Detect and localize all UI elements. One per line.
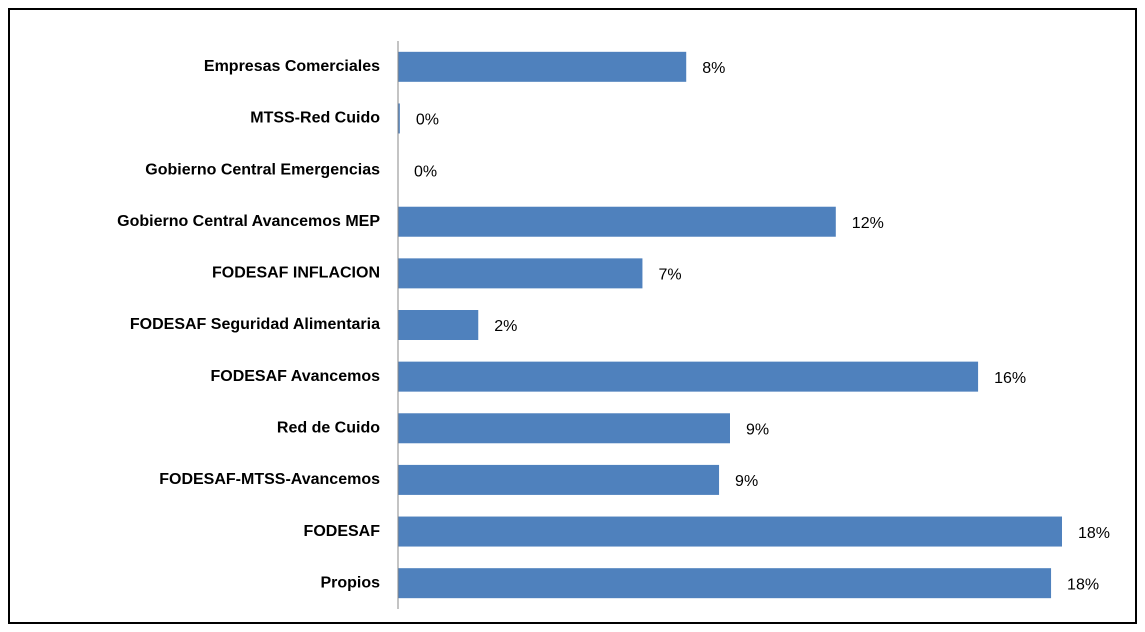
bar [398, 206, 836, 237]
value-label: 18% [1078, 525, 1110, 542]
value-label: 12% [852, 215, 884, 232]
value-label: 9% [735, 473, 758, 490]
bar [398, 310, 479, 340]
bar [398, 103, 400, 134]
bar [398, 51, 687, 82]
category-label: FODESAF Avancemos [210, 368, 380, 385]
category-label: FODESAF-MTSS-Avancemos [159, 471, 380, 488]
category-label: Empresas Comerciales [204, 58, 380, 75]
value-label: 16% [994, 370, 1026, 387]
category-label: MTSS-Red Cuido [250, 110, 380, 127]
value-label: 0% [416, 112, 439, 129]
value-label: 18% [1067, 576, 1099, 593]
bar [398, 464, 720, 495]
value-label: 7% [658, 267, 681, 284]
bar [398, 258, 643, 289]
category-label: FODESAF [304, 523, 381, 540]
bar [398, 361, 979, 392]
category-label: Gobierno Central Emergencias [145, 161, 380, 178]
value-label: 2% [494, 318, 517, 335]
category-label: Red de Cuido [277, 419, 380, 436]
category-label: FODESAF INFLACION [212, 265, 380, 282]
value-label: 9% [746, 421, 769, 438]
value-label: 8% [702, 60, 725, 77]
value-label: 0% [414, 163, 437, 180]
category-label: Gobierno Central Avancemos MEP [117, 213, 380, 230]
bar [398, 413, 730, 444]
bar [398, 568, 1052, 599]
bar [398, 516, 1062, 547]
category-label: FODESAF Seguridad Alimentaria [130, 316, 380, 333]
category-label: Propios [320, 574, 380, 591]
